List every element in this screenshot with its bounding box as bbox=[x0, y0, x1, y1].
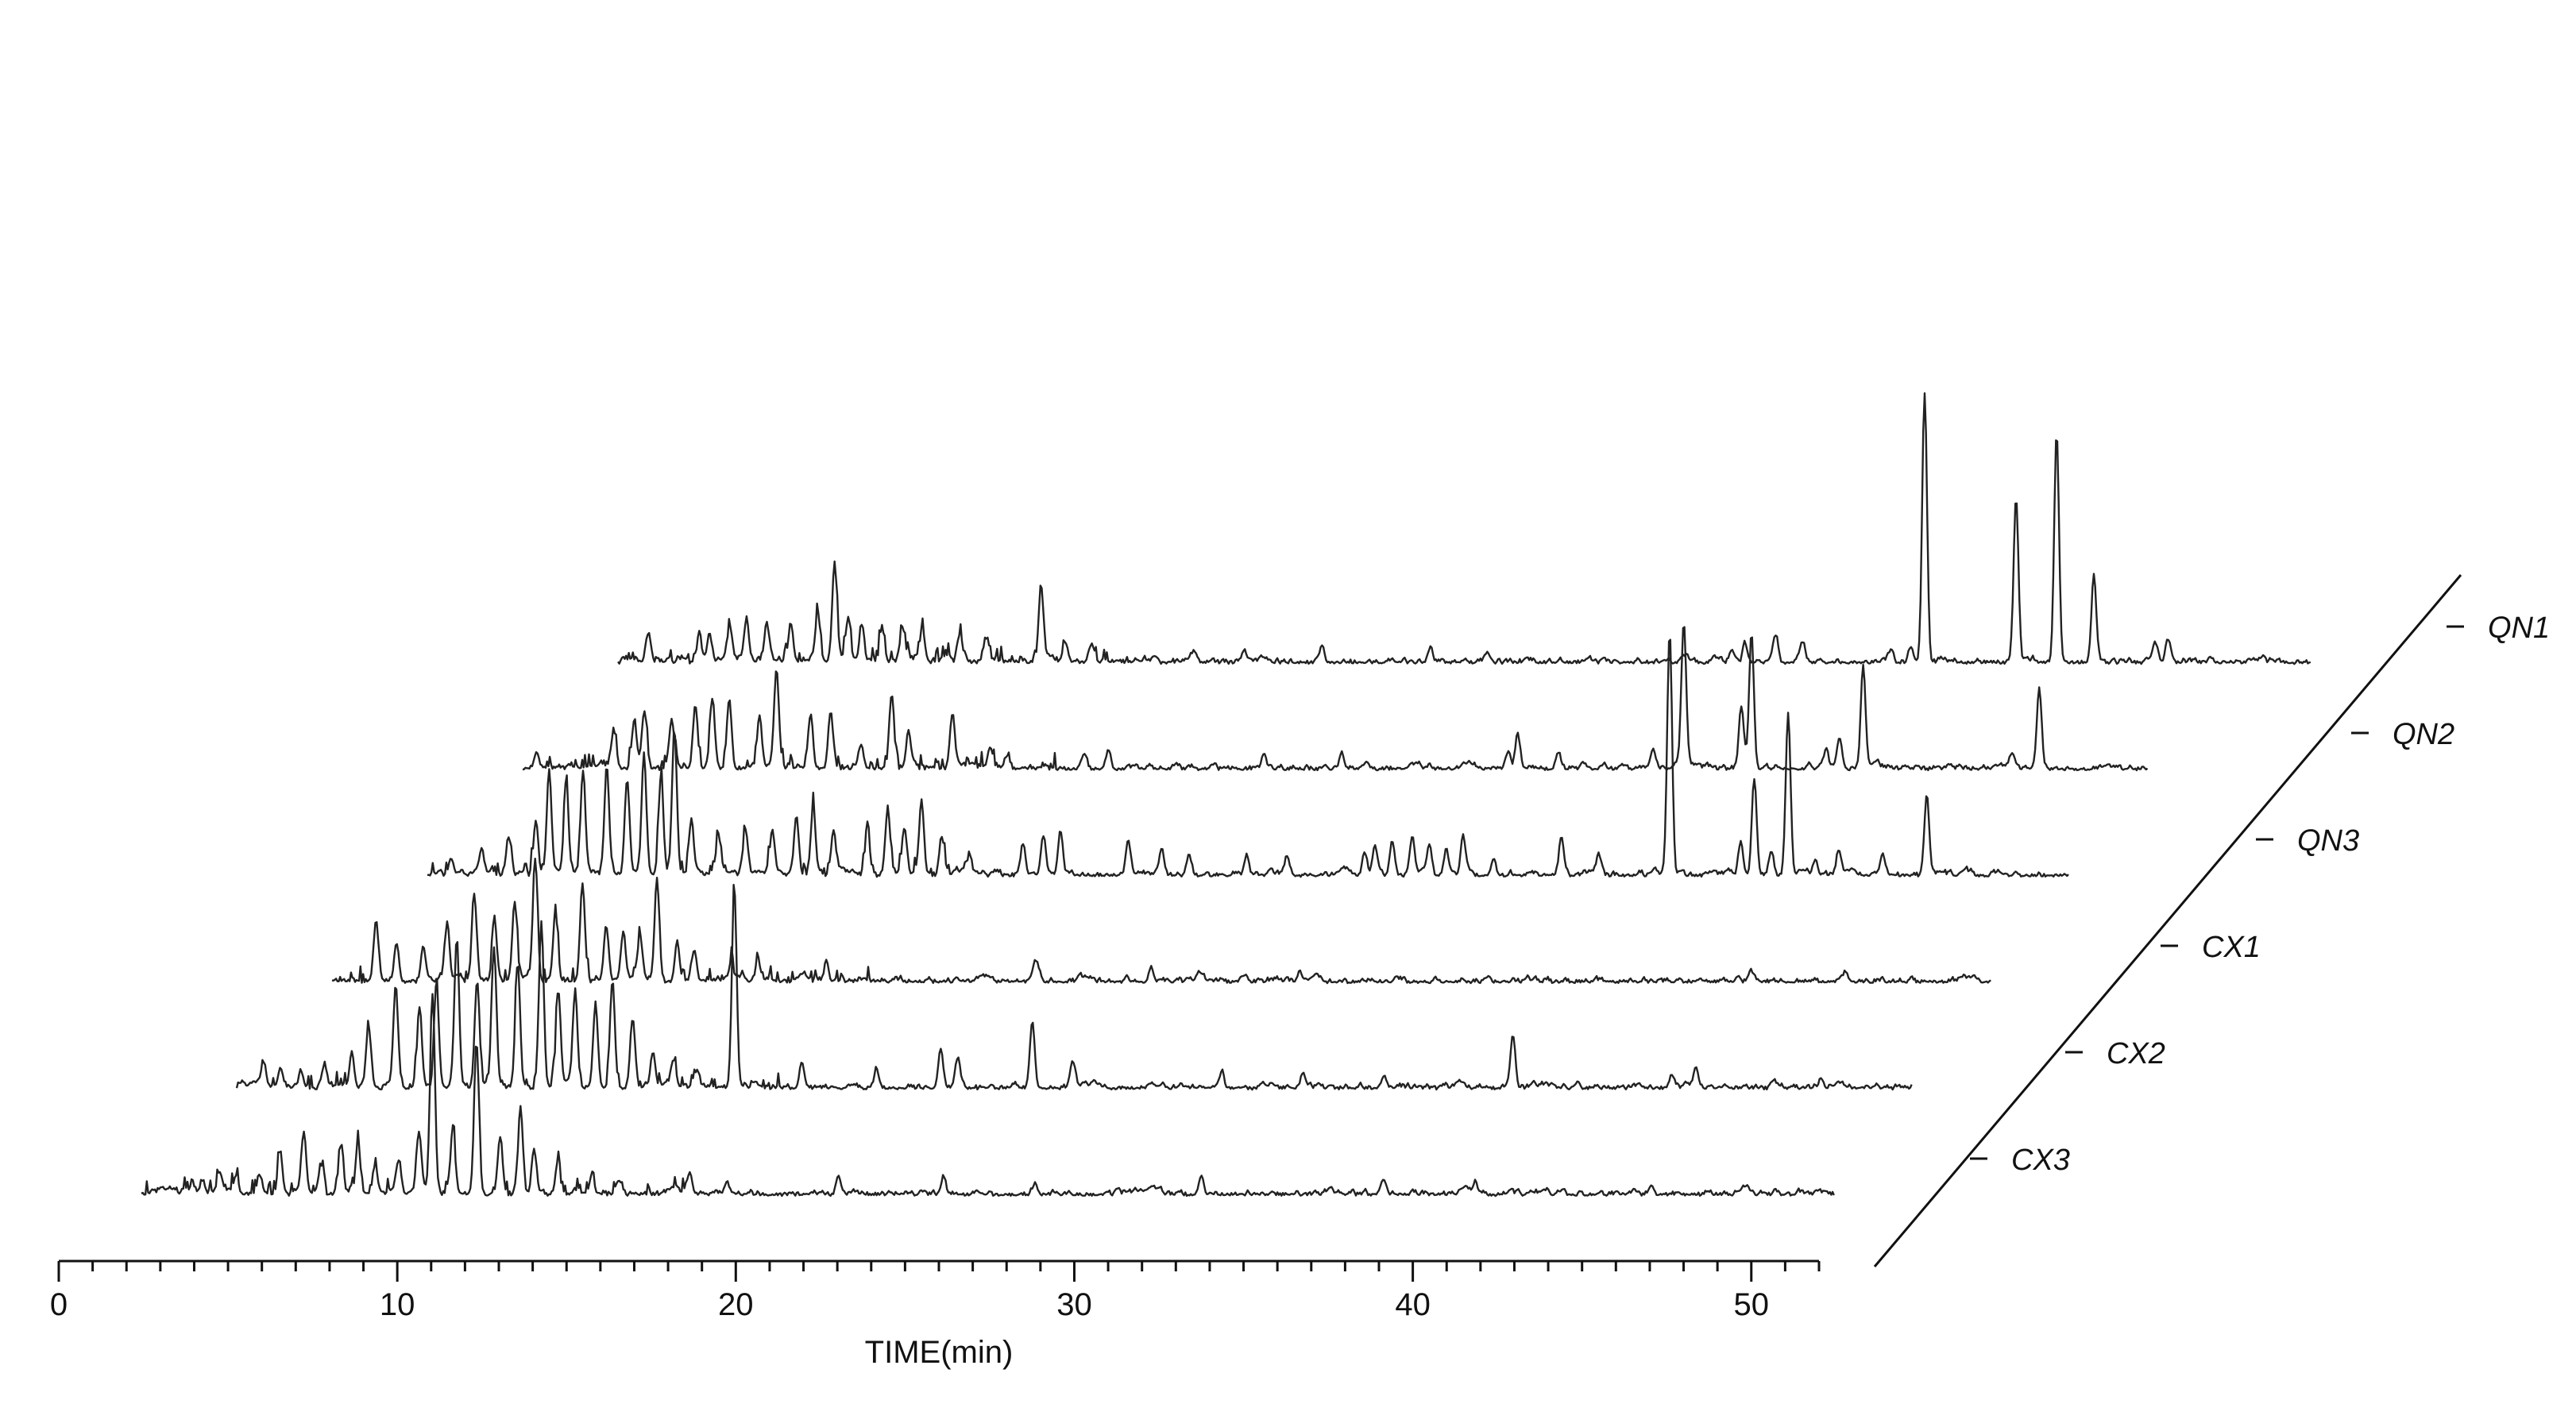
series-axis: QN1 QN2 QN3 CX1 CX2 CX3 bbox=[1873, 574, 2550, 1267]
x-tick-label: 40 bbox=[1395, 1287, 1431, 1322]
series-label-cx1: CX1 bbox=[2202, 931, 2261, 964]
x-tick-label: 10 bbox=[380, 1287, 415, 1322]
series-label-qn1: QN1 bbox=[2488, 611, 2550, 645]
x-tick-label: 50 bbox=[1734, 1287, 1770, 1322]
trace-cx1 bbox=[331, 858, 1991, 985]
x-tick-label: 0 bbox=[50, 1287, 68, 1322]
series-label-qn2: QN2 bbox=[2393, 718, 2454, 751]
trace-cx3 bbox=[141, 993, 1835, 1198]
trace-cx2 bbox=[235, 884, 1913, 1091]
series-label-cx2: CX2 bbox=[2107, 1037, 2165, 1070]
x-axis: 0 10 20 30 40 50 bbox=[50, 1259, 1821, 1322]
trace-group bbox=[141, 392, 2311, 1198]
x-tick-label: 20 bbox=[718, 1287, 754, 1322]
trace-qn1 bbox=[617, 392, 2311, 665]
series-axis-line bbox=[1873, 574, 2462, 1267]
x-tick-label: 30 bbox=[1056, 1287, 1092, 1322]
series-label-qn3: QN3 bbox=[2297, 824, 2359, 858]
x-axis-title: TIME(min) bbox=[865, 1335, 1014, 1370]
trace-qn2 bbox=[522, 626, 2149, 772]
trace-qn3 bbox=[427, 638, 2069, 878]
series-label-cx3: CX3 bbox=[2011, 1144, 2070, 1177]
